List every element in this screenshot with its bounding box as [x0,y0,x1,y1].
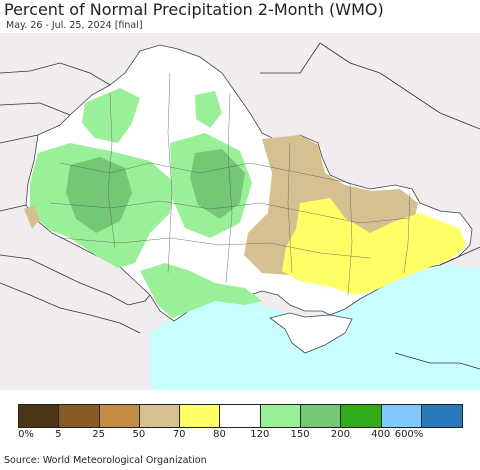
legend-swatch [139,405,181,427]
precipitation-map [0,33,480,390]
legend-swatch [421,405,463,427]
wet-area-south [140,263,262,318]
legend-swatch [180,405,221,427]
source-note: Source: World Meteorological Organizatio… [4,455,207,466]
legend-tick-label: 200 [330,429,350,440]
legend-swatch [301,405,342,427]
legend-swatch [19,405,60,427]
legend-tick-label: 70 [172,429,186,440]
legend-color-bar [18,404,464,428]
legend-tick-label: 120 [250,429,270,440]
legend-tick-label: 80 [213,429,226,440]
legend-tick-label: 0% [18,429,34,440]
dry-area-west-tan [24,205,40,229]
legend-tick-label: 600% [394,429,424,440]
wet-area-northeast [195,91,222,128]
legend-labels: 0% 5 25 50 70 80 120 150 200 400 600% [0,429,480,443]
legend-swatch [381,405,422,427]
legend-tick-label: 25 [92,429,105,440]
legend-swatch [99,405,140,427]
legend-tick-label: 5 [55,429,62,440]
legend-swatch [220,405,261,427]
map-title: Percent of Normal Precipitation 2-Month … [4,0,384,19]
legend-swatch [59,405,100,427]
map-subtitle: May. 26 - Jul. 25, 2024 [final] [6,20,143,31]
legend-tick-label: 150 [290,429,310,440]
oblast-borders [49,72,411,296]
very-wet-area-west [66,157,132,233]
country-borders [0,42,480,370]
legend-swatch [260,405,302,427]
legend-swatch [341,405,382,427]
crimea [269,312,353,354]
legend-tick-label: 50 [132,429,146,440]
legend-tick-label: 400 [371,429,391,440]
dry-area-east-yellow [282,198,466,295]
